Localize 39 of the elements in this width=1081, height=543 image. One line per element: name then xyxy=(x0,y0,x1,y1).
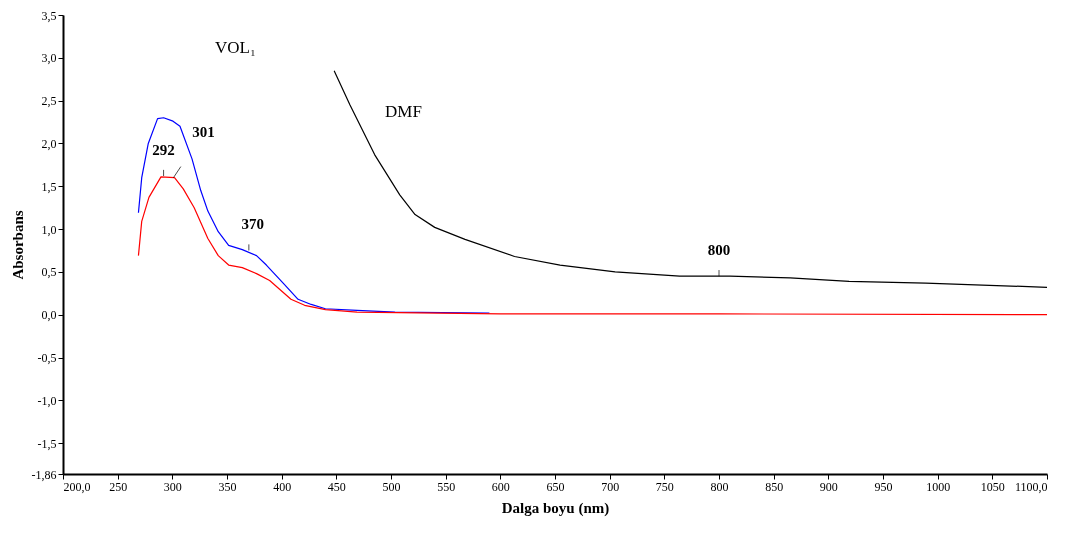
x-tick-label: 950 xyxy=(874,479,893,494)
y-tick-label: 0,0 xyxy=(41,308,57,323)
y-tick-label: 1,5 xyxy=(41,179,57,194)
x-tick-label: 550 xyxy=(437,479,456,494)
x-tick-label: 750 xyxy=(655,479,674,494)
x-tick-label: 450 xyxy=(327,479,346,494)
annotation: VOL₁ xyxy=(215,38,256,57)
y-tick-label: -1,0 xyxy=(37,393,57,408)
annotation: 370 xyxy=(241,216,265,233)
x-tick-label: 1000 xyxy=(926,479,951,494)
y-tick-label: -1,86 xyxy=(31,467,57,482)
x-axis-title: Dalga boyu (nm) xyxy=(501,499,610,517)
x-tick-label: 300 xyxy=(163,479,182,494)
y-tick-label: 3,5 xyxy=(41,8,57,23)
y-tick-label: 2,0 xyxy=(41,136,57,151)
x-tick-label: 850 xyxy=(765,479,784,494)
x-tick-label: 1050 xyxy=(980,479,1005,494)
x-tick-label: 650 xyxy=(546,479,565,494)
x-tick-label: 400 xyxy=(273,479,292,494)
x-tick-label: 200,0 xyxy=(63,479,91,494)
y-tick-label: 1,0 xyxy=(41,222,57,237)
y-axis-title: Absorbans xyxy=(9,210,26,280)
x-tick-label: 700 xyxy=(601,479,620,494)
x-tick-label: 1100,0 xyxy=(1014,479,1048,494)
y-tick-label: 2,5 xyxy=(41,94,57,109)
x-tick-label: 900 xyxy=(819,479,838,494)
annotation: 292 xyxy=(152,141,175,158)
x-tick-label: 350 xyxy=(218,479,237,494)
x-tick-label: 600 xyxy=(491,479,510,494)
annotation: 800 xyxy=(707,242,731,259)
x-tick-label: 800 xyxy=(710,479,729,494)
annotation: 301 xyxy=(192,123,215,140)
series-label: DMF xyxy=(385,102,422,121)
x-tick-label: 500 xyxy=(382,479,401,494)
y-tick-label: -1,5 xyxy=(37,436,57,451)
y-tick-label: -0,5 xyxy=(37,351,57,366)
y-tick-label: 0,5 xyxy=(41,265,57,280)
y-tick-label: 3,0 xyxy=(41,51,57,66)
x-tick-label: 250 xyxy=(109,479,128,494)
